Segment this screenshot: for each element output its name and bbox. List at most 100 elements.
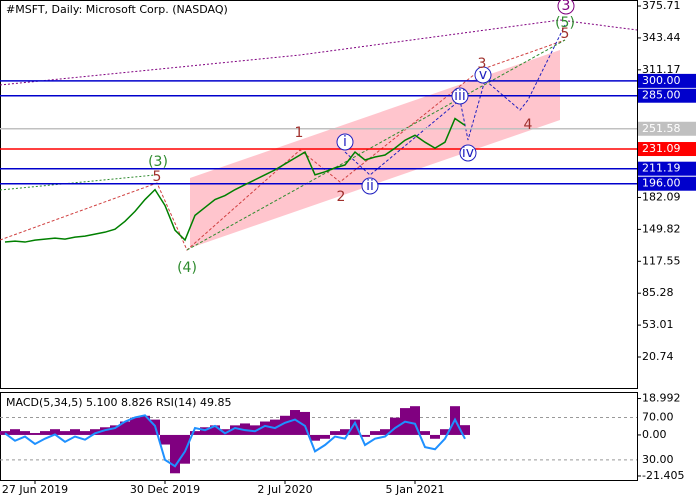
wave-label: i	[343, 134, 347, 150]
level-label: 196.00	[642, 177, 681, 190]
macd-bar	[140, 415, 150, 435]
x-tick-label: 30 Dec 2019	[130, 483, 200, 496]
y-tick-label: 311.17	[642, 63, 681, 76]
level-box	[638, 176, 696, 191]
sub-tick-label: 0.00	[642, 428, 667, 441]
wave-label: 2	[337, 189, 346, 205]
wave-circle	[557, 0, 575, 15]
x-tick-label: 27 Jun 2019	[2, 483, 68, 496]
level-label: 251.58	[642, 122, 681, 135]
sub-frame	[0, 392, 638, 481]
y-tick-label: 85.28	[642, 286, 674, 299]
macd-bar	[210, 425, 220, 435]
macd-bar	[60, 431, 70, 435]
sub-tick-label: 18.992	[642, 392, 681, 405]
level-box	[638, 161, 696, 176]
price-line	[4, 117, 466, 243]
wave-label: ii	[366, 178, 374, 194]
x-tick-label: 2 Jul 2020	[257, 483, 312, 496]
wave-label: (3)	[148, 154, 168, 170]
macd-bar	[440, 429, 450, 435]
macd-bar	[10, 429, 20, 435]
y-tick-label: 20.74	[642, 350, 674, 363]
macd-bar	[330, 431, 340, 435]
macd-bar	[340, 429, 350, 435]
macd-bar	[190, 431, 200, 435]
macd-bar	[0, 431, 10, 435]
macd-bar	[360, 434, 370, 437]
wave-dash	[344, 24, 566, 176]
macd-bar	[220, 429, 230, 435]
wave-label: 4	[524, 117, 533, 133]
macd-bar	[40, 431, 50, 435]
macd-bar	[160, 434, 170, 445]
macd-bar	[70, 429, 80, 435]
wave-label: 5	[561, 26, 570, 42]
macd-bar	[110, 425, 120, 435]
wave-label: v	[479, 67, 487, 83]
level-label: 300.00	[642, 74, 681, 87]
wave-label: iii	[454, 88, 466, 104]
level-box	[638, 88, 696, 103]
y-tick-label: 182.09	[642, 190, 681, 203]
macd-bar	[350, 419, 360, 435]
macd-bar	[30, 433, 40, 435]
wave-dash	[186, 39, 566, 251]
wave-label: iv	[462, 145, 474, 161]
macd-bar	[300, 411, 310, 435]
wave-circle	[336, 133, 354, 151]
macd-bar	[260, 421, 270, 435]
y-tick-label: 149.82	[642, 222, 681, 235]
macd-bar	[170, 434, 180, 474]
sub-tick-label: -21.405	[642, 469, 684, 482]
trend-dash	[0, 19, 638, 86]
macd-bar	[370, 431, 380, 435]
wave-label: (5)	[555, 15, 575, 31]
macd-bar	[280, 415, 290, 435]
wave-label: 3	[478, 56, 487, 72]
level-box	[638, 73, 696, 88]
macd-bar	[230, 425, 240, 435]
wave-label: 1	[295, 125, 304, 141]
macd-bar	[410, 406, 420, 435]
wave-circle	[474, 66, 492, 84]
wave-circle	[361, 177, 379, 195]
level-label: 211.19	[642, 162, 681, 175]
level-label: 285.00	[642, 89, 681, 102]
y-tick-label: 117.55	[642, 254, 681, 267]
macd-bar	[20, 431, 30, 435]
y-tick-label: 343.44	[642, 31, 681, 44]
wave-dash	[0, 174, 156, 191]
wave-label: 5	[153, 169, 162, 185]
wave-label: (4)	[177, 260, 197, 276]
macd-bar	[90, 429, 100, 435]
sub-tick-label: 30.00	[642, 453, 674, 466]
rsi-line	[4, 414, 466, 468]
macd-bar	[50, 429, 60, 435]
macd-bar	[380, 429, 390, 435]
level-box	[638, 142, 696, 157]
sub-tick-label: 70.00	[642, 410, 674, 423]
indicator-label: MACD(5,34,5) 5.100 8.826 RSI(14) 49.85	[6, 396, 231, 409]
wave-circle	[459, 144, 477, 162]
wave-label: 3	[562, 0, 571, 14]
level-label: 231.09	[642, 142, 681, 155]
macd-bar	[120, 421, 130, 435]
y-tick-label: 375.71	[642, 0, 681, 12]
wave-circle	[451, 87, 469, 105]
level-box	[638, 121, 696, 136]
y-tick-label: 53.01	[642, 318, 674, 331]
macd-bar	[420, 431, 430, 435]
x-tick-label: 5 Jan 2021	[386, 483, 445, 496]
macd-bar	[430, 434, 440, 439]
macd-bar	[80, 431, 90, 435]
macd-bar	[320, 434, 330, 439]
chart-title: #MSFT, Daily: Microsoft Corp. (NASDAQ)	[6, 3, 228, 16]
macd-bar	[390, 417, 400, 435]
macd-bar	[460, 425, 470, 435]
main-frame	[0, 0, 638, 389]
macd-bar	[310, 434, 320, 441]
macd-bar	[290, 410, 300, 435]
